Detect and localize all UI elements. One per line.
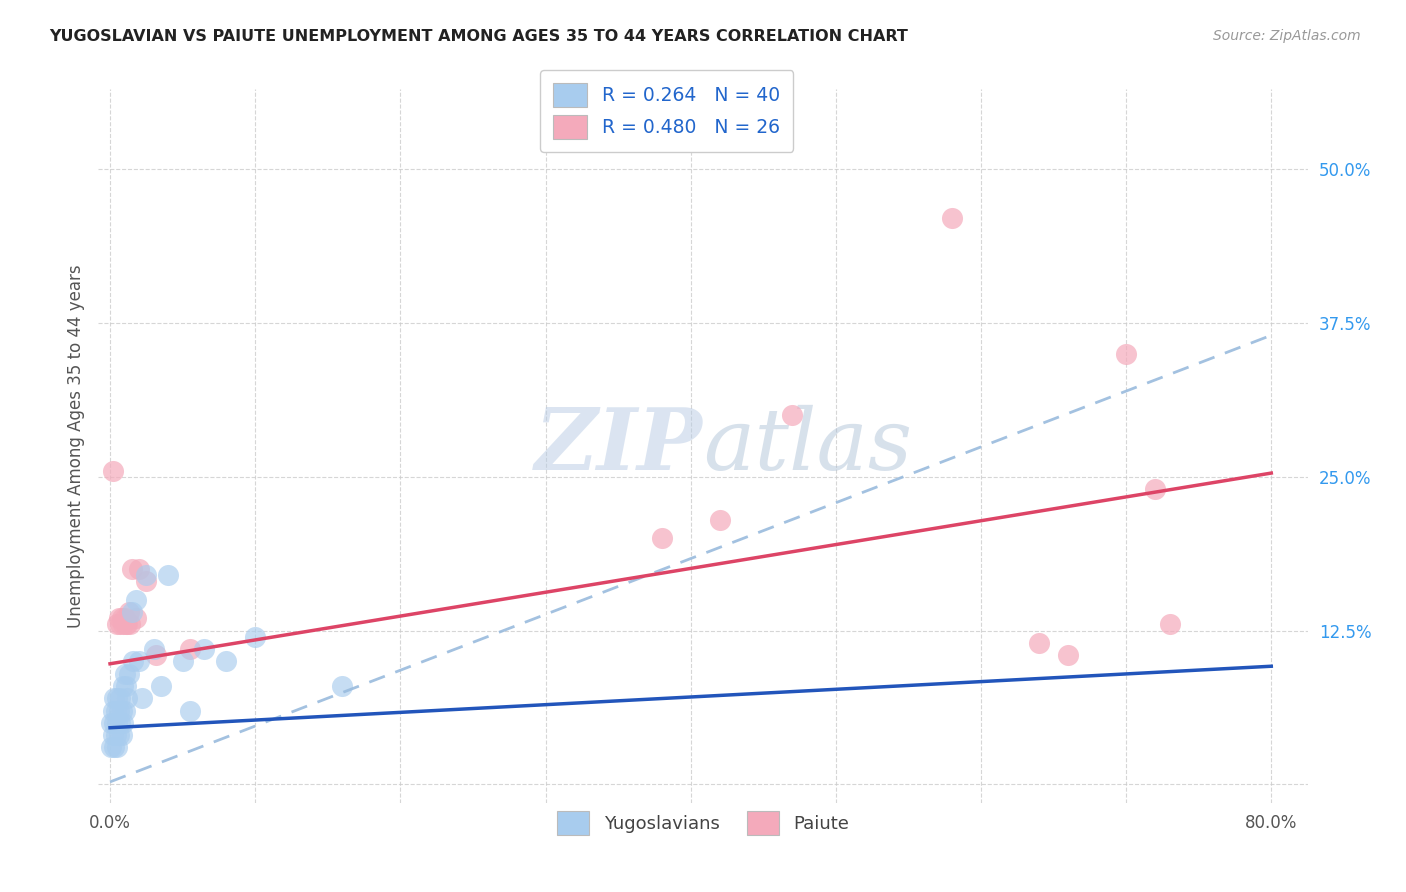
Point	[157, 568, 180, 582]
Point	[118, 605, 141, 619]
Point	[103, 691, 125, 706]
Point	[122, 654, 145, 668]
Point	[172, 654, 194, 668]
Text: Source: ZipAtlas.com: Source: ZipAtlas.com	[1213, 29, 1361, 43]
Point	[103, 715, 125, 730]
Point	[142, 642, 165, 657]
Point	[105, 715, 128, 730]
Point	[111, 728, 134, 742]
Point	[651, 531, 673, 545]
Point	[101, 728, 124, 742]
Point	[111, 611, 134, 625]
Point	[107, 704, 129, 718]
Point	[103, 740, 125, 755]
Point	[100, 740, 122, 755]
Point	[114, 666, 136, 681]
Point	[107, 611, 129, 625]
Point	[125, 611, 148, 625]
Y-axis label: Unemployment Among Ages 35 to 44 years: Unemployment Among Ages 35 to 44 years	[66, 264, 84, 628]
Legend: Yugoslavians, Paiute: Yugoslavians, Paiute	[547, 803, 859, 844]
Point	[117, 617, 139, 632]
Point	[1057, 648, 1080, 662]
Point	[1028, 636, 1050, 650]
Point	[100, 715, 122, 730]
Point	[108, 617, 131, 632]
Point	[709, 513, 731, 527]
Point	[120, 617, 142, 632]
Point	[112, 715, 135, 730]
Point	[105, 740, 128, 755]
Point	[780, 409, 803, 423]
Text: YUGOSLAVIAN VS PAIUTE UNEMPLOYMENT AMONG AGES 35 TO 44 YEARS CORRELATION CHART: YUGOSLAVIAN VS PAIUTE UNEMPLOYMENT AMONG…	[49, 29, 908, 44]
Point	[104, 704, 127, 718]
Point	[114, 611, 136, 625]
Point	[115, 617, 138, 632]
Point	[330, 679, 353, 693]
Point	[111, 704, 134, 718]
Point	[179, 642, 201, 657]
Point	[101, 464, 124, 478]
Point	[179, 704, 201, 718]
Point	[101, 704, 124, 718]
Point	[118, 666, 141, 681]
Point	[128, 654, 150, 668]
Point	[108, 715, 131, 730]
Point	[1115, 347, 1137, 361]
Point	[1144, 482, 1167, 496]
Point	[149, 679, 172, 693]
Point	[1159, 617, 1181, 632]
Point	[112, 679, 135, 693]
Point	[125, 592, 148, 607]
Point	[135, 568, 157, 582]
Point	[941, 211, 963, 226]
Point	[105, 617, 128, 632]
Point	[215, 654, 238, 668]
Point	[107, 728, 129, 742]
Point	[135, 574, 157, 589]
Point	[112, 617, 135, 632]
Point	[114, 704, 136, 718]
Point	[245, 630, 267, 644]
Point	[128, 562, 150, 576]
Point	[131, 691, 153, 706]
Point	[108, 691, 131, 706]
Point	[121, 562, 143, 576]
Point	[105, 691, 128, 706]
Point	[121, 605, 143, 619]
Point	[117, 691, 139, 706]
Text: ZIP: ZIP	[536, 404, 703, 488]
Point	[115, 679, 138, 693]
Point	[145, 648, 167, 662]
Point	[193, 642, 215, 657]
Text: atlas: atlas	[703, 405, 912, 487]
Point	[104, 728, 127, 742]
